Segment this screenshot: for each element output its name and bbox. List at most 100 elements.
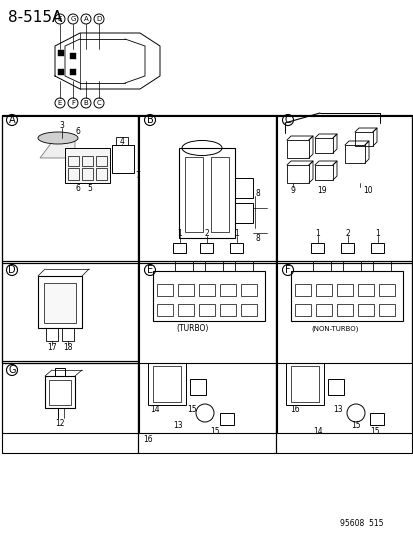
Bar (68, 156, 79, 166)
Text: 12: 12 (55, 419, 64, 429)
Text: 5: 5 (88, 183, 92, 192)
Bar (2, 363, 138, 453)
Bar (369, 413, 383, 425)
Bar (235, 203, 252, 223)
Bar (312, 261, 330, 271)
Text: 7: 7 (135, 171, 140, 180)
Bar (286, 140, 308, 158)
Text: C: C (96, 100, 101, 106)
Text: E: E (58, 100, 62, 106)
Text: 13: 13 (332, 406, 342, 415)
Bar (2, 261, 138, 361)
Text: 4: 4 (119, 136, 124, 146)
Bar (336, 284, 352, 296)
Bar (178, 148, 235, 238)
Bar (173, 243, 185, 253)
Bar (62, 328, 74, 341)
Bar (2, 116, 138, 261)
Text: (NON-TURBO): (NON-TURBO) (311, 326, 358, 332)
Bar (116, 137, 128, 145)
Text: C: C (284, 115, 291, 125)
Bar (138, 115, 275, 263)
Bar (342, 261, 360, 271)
Bar (49, 380, 71, 405)
Bar (286, 165, 308, 183)
Bar (112, 145, 134, 173)
Bar (285, 363, 323, 405)
Bar (65, 148, 110, 183)
Bar (315, 304, 331, 316)
Bar (96, 156, 107, 166)
Text: B: B (146, 115, 153, 125)
Bar (240, 304, 256, 316)
Bar (175, 261, 192, 271)
Bar (378, 304, 394, 316)
Bar (370, 243, 383, 253)
Polygon shape (40, 138, 75, 158)
Bar (204, 261, 223, 271)
Bar (45, 376, 75, 408)
Text: 15: 15 (369, 426, 379, 435)
Bar (235, 261, 252, 271)
Bar (2, 263, 138, 363)
Bar (157, 304, 173, 316)
Bar (211, 157, 228, 232)
Text: G: G (8, 365, 16, 375)
Text: 13: 13 (173, 421, 183, 430)
Text: 3: 3 (59, 120, 64, 130)
Bar (139, 116, 275, 261)
Bar (314, 165, 332, 180)
Text: 14: 14 (312, 426, 322, 435)
Text: 8: 8 (255, 189, 260, 198)
Text: D: D (96, 16, 101, 22)
Text: E: E (147, 265, 153, 275)
Text: 15: 15 (210, 426, 219, 435)
Bar (275, 115, 411, 263)
Bar (354, 132, 372, 146)
Bar (294, 284, 310, 296)
Bar (340, 243, 353, 253)
Text: 15: 15 (187, 406, 196, 415)
Bar (294, 304, 310, 316)
Bar (2, 115, 411, 363)
Bar (230, 243, 242, 253)
Text: 17: 17 (47, 343, 57, 352)
Text: 6: 6 (76, 183, 80, 192)
Bar (357, 284, 373, 296)
Bar (219, 413, 233, 425)
Text: 8-515A: 8-515A (8, 10, 62, 25)
Bar (58, 50, 64, 56)
Bar (185, 157, 202, 232)
Text: D: D (8, 265, 16, 275)
Text: F: F (285, 265, 290, 275)
Bar (70, 69, 76, 75)
Text: 16: 16 (290, 406, 299, 415)
Bar (157, 284, 173, 296)
Text: 14: 14 (150, 406, 159, 415)
Bar (70, 53, 76, 59)
Bar (96, 168, 107, 180)
Text: 15: 15 (350, 421, 360, 430)
Text: (TURBO): (TURBO) (176, 325, 209, 334)
Text: 6: 6 (76, 126, 80, 135)
Bar (178, 284, 194, 296)
Text: F: F (71, 100, 75, 106)
Bar (276, 116, 411, 261)
Text: A: A (9, 115, 15, 125)
Bar (199, 304, 214, 316)
Bar (219, 284, 235, 296)
Bar (290, 271, 402, 321)
Text: E: E (58, 16, 62, 22)
Bar (139, 261, 275, 433)
Text: B: B (83, 100, 88, 106)
Bar (82, 156, 93, 166)
Bar (153, 271, 264, 321)
Bar (44, 283, 76, 323)
Bar (344, 145, 364, 163)
Bar (2, 361, 138, 433)
Text: 2: 2 (345, 229, 349, 238)
Text: 18: 18 (63, 343, 73, 352)
Bar (138, 263, 275, 453)
Bar (46, 328, 58, 341)
Text: 95608  515: 95608 515 (339, 519, 382, 528)
